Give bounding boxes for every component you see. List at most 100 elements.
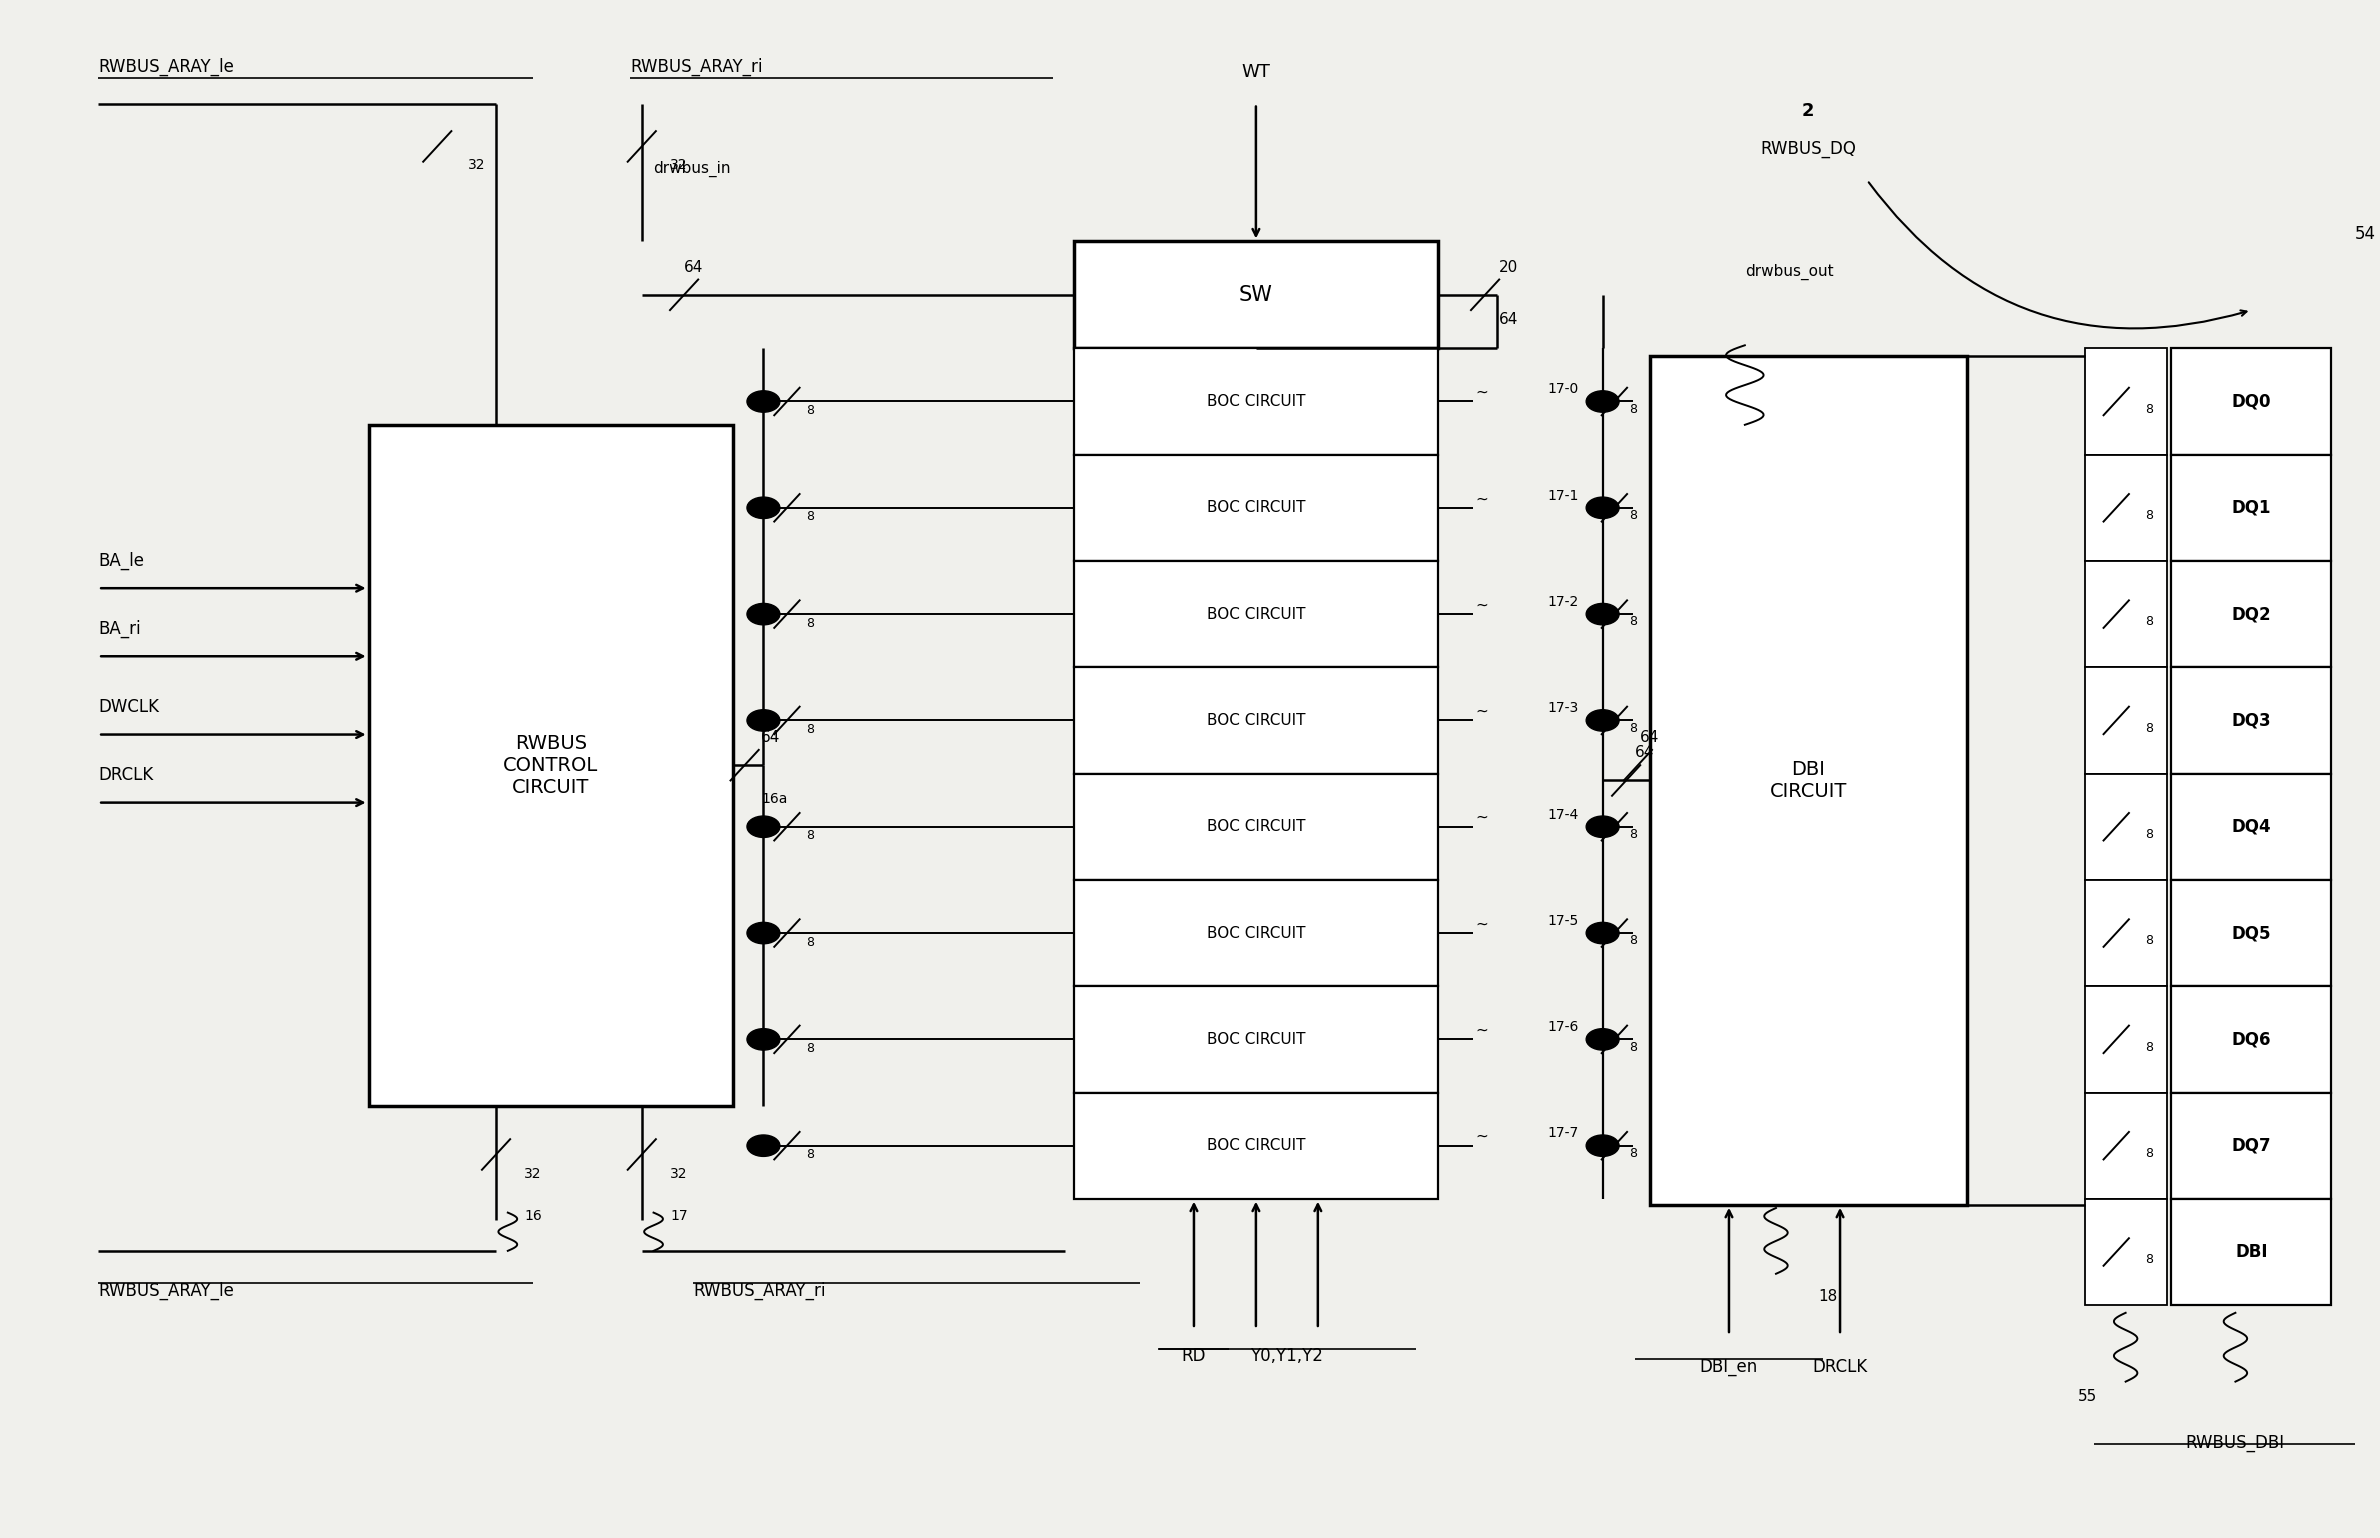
Circle shape bbox=[1585, 1135, 1618, 1157]
Text: 8: 8 bbox=[2144, 615, 2154, 628]
Text: ~: ~ bbox=[1476, 811, 1488, 824]
Circle shape bbox=[747, 497, 781, 518]
Bar bbox=[1073, 348, 1438, 455]
Text: 16a: 16a bbox=[762, 792, 788, 806]
Bar bbox=[1073, 774, 1438, 880]
Bar bbox=[2085, 1092, 2166, 1198]
Text: BOC CIRCUIT: BOC CIRCUIT bbox=[1207, 1032, 1304, 1047]
Text: BOC CIRCUIT: BOC CIRCUIT bbox=[1207, 606, 1304, 621]
Bar bbox=[1649, 355, 1966, 1204]
Text: 18: 18 bbox=[1818, 1289, 1837, 1304]
Text: DQ6: DQ6 bbox=[2232, 1030, 2271, 1049]
Text: 54: 54 bbox=[2354, 225, 2375, 243]
Bar bbox=[1073, 880, 1438, 986]
Text: 55: 55 bbox=[2078, 1389, 2097, 1404]
Bar bbox=[2171, 986, 2332, 1092]
Text: ~: ~ bbox=[1476, 491, 1488, 506]
Text: 8: 8 bbox=[2144, 934, 2154, 947]
Bar bbox=[2085, 348, 2166, 455]
Text: ~: ~ bbox=[1476, 917, 1488, 932]
Text: RWBUS_DBI: RWBUS_DBI bbox=[2185, 1433, 2285, 1452]
Text: DQ5: DQ5 bbox=[2232, 924, 2271, 943]
Text: 8: 8 bbox=[2144, 403, 2154, 415]
Text: 32: 32 bbox=[671, 1167, 688, 1181]
Text: 8: 8 bbox=[807, 617, 814, 629]
Text: 16: 16 bbox=[524, 1209, 543, 1223]
Circle shape bbox=[747, 1135, 781, 1157]
Text: 17-0: 17-0 bbox=[1547, 383, 1578, 397]
Bar bbox=[369, 424, 733, 1106]
Text: BOC CIRCUIT: BOC CIRCUIT bbox=[1207, 500, 1304, 515]
Bar bbox=[1073, 667, 1438, 774]
Text: DQ3: DQ3 bbox=[2232, 712, 2271, 729]
Text: 8: 8 bbox=[2144, 827, 2154, 841]
Text: RWBUS_ARAY_ri: RWBUS_ARAY_ri bbox=[631, 58, 762, 75]
Text: RWBUS_ARAY_ri: RWBUS_ARAY_ri bbox=[693, 1281, 826, 1300]
Text: BOC CIRCUIT: BOC CIRCUIT bbox=[1207, 394, 1304, 409]
Text: RWBUS_DQ: RWBUS_DQ bbox=[1761, 140, 1856, 158]
Text: DQ7: DQ7 bbox=[2232, 1137, 2271, 1155]
Circle shape bbox=[1585, 1029, 1618, 1050]
Bar bbox=[2085, 986, 2166, 1092]
Text: RWBUS_ARAY_le: RWBUS_ARAY_le bbox=[98, 1281, 233, 1300]
Text: 8: 8 bbox=[1630, 615, 1637, 628]
Text: 17-1: 17-1 bbox=[1547, 489, 1578, 503]
Text: ~: ~ bbox=[1476, 1129, 1488, 1144]
Circle shape bbox=[747, 603, 781, 624]
Text: 64: 64 bbox=[762, 731, 781, 744]
Circle shape bbox=[747, 709, 781, 731]
Bar bbox=[2085, 774, 2166, 880]
Text: BA_ri: BA_ri bbox=[98, 620, 140, 638]
Text: WT: WT bbox=[1242, 63, 1271, 80]
Text: 17-6: 17-6 bbox=[1547, 1020, 1578, 1034]
Bar bbox=[1073, 241, 1438, 348]
Text: 8: 8 bbox=[807, 511, 814, 523]
Bar bbox=[2171, 561, 2332, 667]
Circle shape bbox=[747, 1029, 781, 1050]
Bar bbox=[2171, 455, 2332, 561]
Text: 8: 8 bbox=[1630, 1147, 1637, 1160]
Text: 17-7: 17-7 bbox=[1547, 1126, 1578, 1141]
Text: 8: 8 bbox=[1630, 1041, 1637, 1054]
Circle shape bbox=[747, 923, 781, 944]
Text: DWCLK: DWCLK bbox=[98, 698, 159, 717]
Text: 8: 8 bbox=[807, 829, 814, 843]
Circle shape bbox=[1585, 817, 1618, 838]
Text: BOC CIRCUIT: BOC CIRCUIT bbox=[1207, 820, 1304, 834]
Text: DBI: DBI bbox=[2235, 1243, 2268, 1261]
Text: 8: 8 bbox=[807, 1149, 814, 1161]
Text: DBI
CIRCUIT: DBI CIRCUIT bbox=[1771, 760, 1847, 801]
Text: 8: 8 bbox=[2144, 721, 2154, 735]
Circle shape bbox=[747, 817, 781, 838]
Text: 64: 64 bbox=[1640, 731, 1659, 744]
Text: 8: 8 bbox=[1630, 827, 1637, 841]
Bar bbox=[2085, 1198, 2166, 1306]
Circle shape bbox=[1585, 709, 1618, 731]
Text: DQ0: DQ0 bbox=[2232, 392, 2271, 411]
Text: 32: 32 bbox=[524, 1167, 543, 1181]
Text: 8: 8 bbox=[807, 723, 814, 737]
Text: BA_le: BA_le bbox=[98, 552, 145, 571]
Text: BOC CIRCUIT: BOC CIRCUIT bbox=[1207, 926, 1304, 941]
Text: DQ1: DQ1 bbox=[2232, 498, 2271, 517]
Circle shape bbox=[1585, 497, 1618, 518]
Text: 17: 17 bbox=[671, 1209, 688, 1223]
Text: 17-5: 17-5 bbox=[1547, 914, 1578, 927]
Text: ~: ~ bbox=[1476, 1023, 1488, 1038]
Text: BOC CIRCUIT: BOC CIRCUIT bbox=[1207, 1138, 1304, 1154]
Text: 8: 8 bbox=[2144, 1147, 2154, 1160]
Text: ~: ~ bbox=[1476, 704, 1488, 718]
Text: 8: 8 bbox=[2144, 1041, 2154, 1054]
Text: 8: 8 bbox=[2144, 1253, 2154, 1266]
Bar bbox=[2171, 880, 2332, 986]
Text: drwbus_out: drwbus_out bbox=[1745, 263, 1833, 280]
Bar bbox=[1073, 561, 1438, 667]
Text: RD: RD bbox=[1183, 1347, 1207, 1366]
Text: 32: 32 bbox=[469, 158, 486, 172]
Text: RWBUS_ARAY_le: RWBUS_ARAY_le bbox=[98, 58, 233, 75]
Text: Y0,Y1,Y2: Y0,Y1,Y2 bbox=[1250, 1347, 1323, 1366]
Text: DQ2: DQ2 bbox=[2232, 604, 2271, 623]
Text: DBI_en: DBI_en bbox=[1699, 1358, 1759, 1377]
Text: SW: SW bbox=[1240, 285, 1273, 305]
Bar bbox=[2171, 667, 2332, 774]
